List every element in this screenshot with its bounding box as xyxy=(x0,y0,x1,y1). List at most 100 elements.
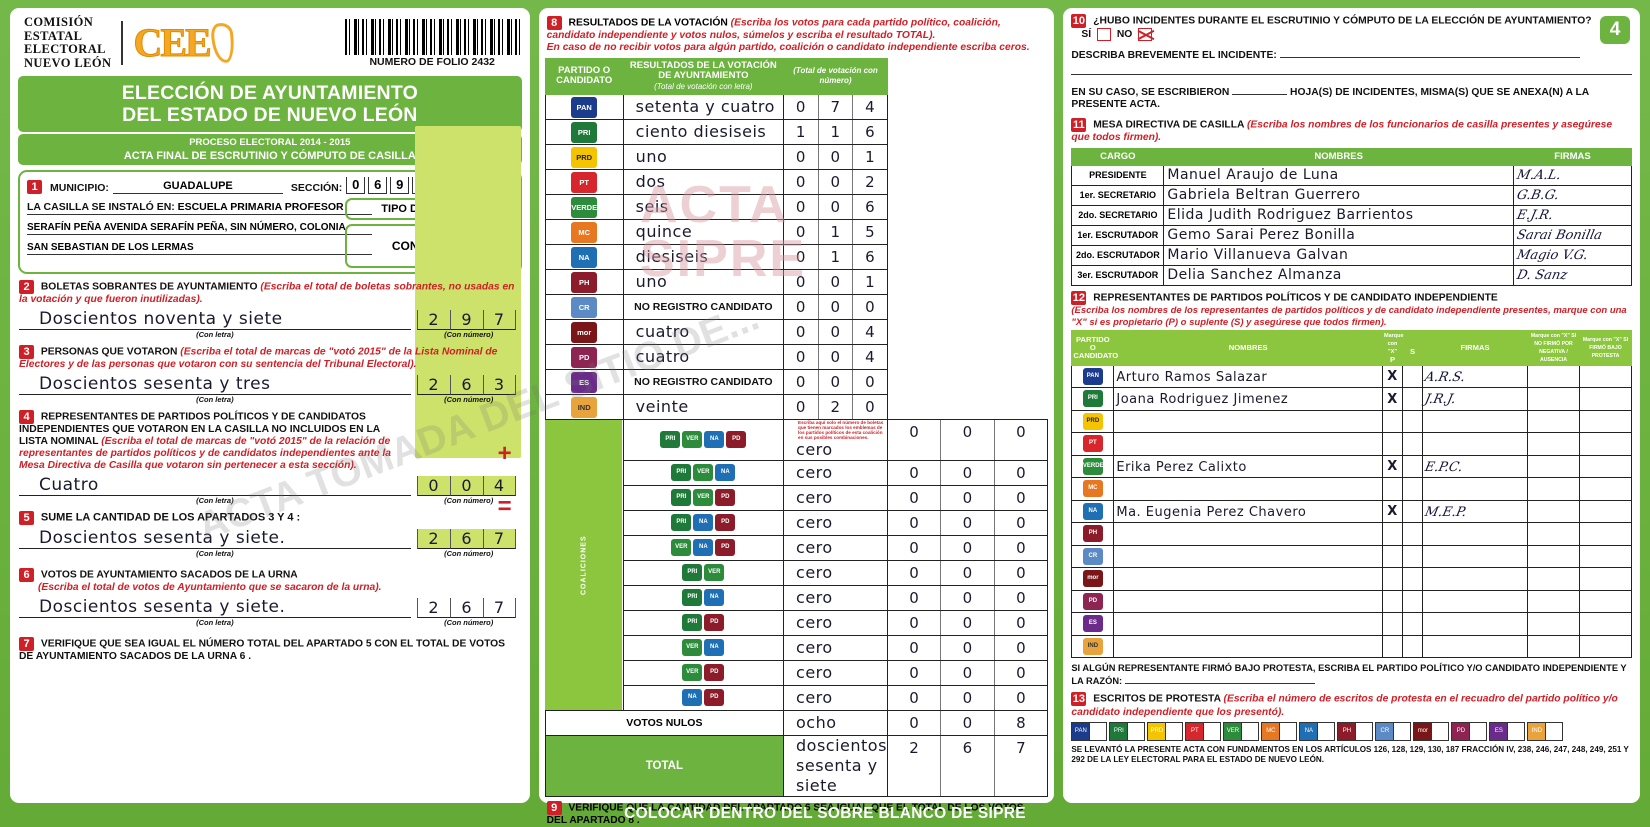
section-4-letra-field[interactable]: Cuatro xyxy=(19,475,411,496)
protest-count-input[interactable] xyxy=(1431,723,1449,741)
mesa-nombre[interactable]: Gemo Sarai Perez Bonilla xyxy=(1163,224,1514,246)
protest-count-input[interactable] xyxy=(1203,723,1221,741)
rep-firma[interactable] xyxy=(1422,567,1528,591)
section-5-letra-field[interactable]: Doscientos sesenta y siete. xyxy=(19,528,411,549)
rep-firma[interactable] xyxy=(1422,612,1528,636)
protest-count-input[interactable] xyxy=(1545,723,1563,741)
vote-row-letra[interactable]: quince xyxy=(622,219,785,246)
rep-protesta-check[interactable] xyxy=(1579,589,1632,614)
section-5-num-field[interactable]: 2 6 7 xyxy=(416,529,521,549)
coalition-letra[interactable]: cero xyxy=(783,485,889,512)
protest-count-input[interactable] xyxy=(1241,723,1259,741)
coalition-letra[interactable]: cero xyxy=(783,660,889,687)
rep-protesta-check[interactable] xyxy=(1579,432,1632,456)
rep-propietario[interactable]: X xyxy=(1382,364,1403,389)
rep-nofirmo-check[interactable] xyxy=(1527,634,1580,659)
rep-firma[interactable]: M.E.P. xyxy=(1422,499,1528,524)
rep-nofirmo-check[interactable] xyxy=(1527,567,1580,591)
mesa-nombre[interactable]: Manuel Araujo de Luna xyxy=(1163,164,1514,186)
rep-firma[interactable] xyxy=(1422,409,1528,434)
section-6-letra-field[interactable]: Doscientos sesenta y siete. xyxy=(19,597,411,618)
rep-nofirmo-check[interactable] xyxy=(1527,454,1580,479)
rep-nombre[interactable]: Arturo Ramos Salazar xyxy=(1113,364,1383,389)
rep-nofirmo-check[interactable] xyxy=(1527,432,1580,456)
municipio-value[interactable]: GUADALUPE xyxy=(112,180,283,194)
protest-count-input[interactable] xyxy=(1469,723,1487,741)
votos-nulos-letra[interactable]: ocho xyxy=(783,710,889,737)
rep-suplente[interactable] xyxy=(1402,522,1423,546)
rep-propietario[interactable] xyxy=(1382,589,1403,614)
rep-protesta-check[interactable] xyxy=(1579,477,1632,501)
rep-nombre[interactable] xyxy=(1113,432,1383,456)
mesa-firma[interactable]: Sarai Bonilla xyxy=(1513,224,1632,246)
vote-row-letra[interactable]: cuatro xyxy=(622,319,785,346)
section-2-letra-field[interactable]: Doscientos noventa y siete xyxy=(19,309,411,330)
vote-row-letra[interactable]: ciento diesiseis xyxy=(622,119,785,146)
rep-suplente[interactable] xyxy=(1402,544,1423,569)
rep-firma[interactable] xyxy=(1422,589,1528,614)
rep-protesta-check[interactable] xyxy=(1579,567,1632,591)
rep-nofirmo-check[interactable] xyxy=(1527,544,1580,569)
section-3-letra-field[interactable]: Doscientos sesenta y tres xyxy=(19,374,411,395)
coalition-letra[interactable]: cero xyxy=(783,510,889,537)
rep-protesta-check[interactable] xyxy=(1579,409,1632,434)
rep-suplente[interactable] xyxy=(1402,432,1423,456)
mesa-nombre[interactable]: Elida Judith Rodriguez Barrientos xyxy=(1163,204,1514,226)
vote-row-letra[interactable]: setenta y cuatro xyxy=(622,94,785,121)
protest-box[interactable]: VER xyxy=(1223,722,1260,742)
total-letra[interactable]: doscientos sesenta y siete xyxy=(783,735,889,798)
rep-propietario[interactable]: X xyxy=(1382,454,1403,479)
rep-nofirmo-check[interactable] xyxy=(1527,522,1580,546)
casilla-address-line-1[interactable]: LA CASILLA SE INSTALÓ EN: ESCUELA PRIMAR… xyxy=(27,199,372,215)
mesa-nombre[interactable]: Mario Villanueva Galvan xyxy=(1163,244,1514,266)
mesa-firma[interactable]: Magio V.G. xyxy=(1513,244,1632,266)
rep-protesta-check[interactable] xyxy=(1579,522,1632,546)
rep-nofirmo-check[interactable] xyxy=(1527,499,1580,524)
protest-count-input[interactable] xyxy=(1165,723,1183,741)
protest-box[interactable]: CR xyxy=(1375,722,1412,742)
rep-suplente[interactable] xyxy=(1402,454,1423,479)
coalition-letra[interactable]: Escriba aquí solo el número de boletas q… xyxy=(783,419,889,462)
protest-count-input[interactable] xyxy=(1507,723,1525,741)
protest-box[interactable]: PD xyxy=(1451,722,1488,742)
rep-nombre[interactable] xyxy=(1113,409,1383,434)
vote-row-letra[interactable]: cuatro xyxy=(622,344,785,371)
vote-row-letra[interactable]: diesiseis xyxy=(622,244,785,271)
rep-suplente[interactable] xyxy=(1402,364,1423,389)
protest-box[interactable]: IND xyxy=(1527,722,1564,742)
rep-firma[interactable]: E.P.C. xyxy=(1422,454,1528,479)
rep-nofirmo-check[interactable] xyxy=(1527,612,1580,636)
rep-firma[interactable] xyxy=(1422,544,1528,569)
vote-row-letra[interactable]: seis xyxy=(622,194,785,221)
rep-propietario[interactable] xyxy=(1382,432,1403,456)
rep-nofirmo-check[interactable] xyxy=(1527,387,1580,411)
rep-propietario[interactable] xyxy=(1382,634,1403,659)
section-6-num-field[interactable]: 2 6 7 xyxy=(416,598,521,618)
protest-count-input[interactable] xyxy=(1355,723,1373,741)
rep-nombre[interactable]: Erika Perez Calixto xyxy=(1113,454,1383,479)
mesa-firma[interactable]: M.A.L. xyxy=(1513,164,1632,186)
rep-propietario[interactable] xyxy=(1382,544,1403,569)
rep-firma[interactable] xyxy=(1422,477,1528,501)
coalition-letra[interactable]: cero xyxy=(783,635,889,662)
vote-row-letra[interactable]: dos xyxy=(622,169,785,196)
mesa-firma[interactable]: E.J.R. xyxy=(1513,204,1632,226)
protest-box[interactable]: ES xyxy=(1489,722,1526,742)
rep-nofirmo-check[interactable] xyxy=(1527,589,1580,614)
